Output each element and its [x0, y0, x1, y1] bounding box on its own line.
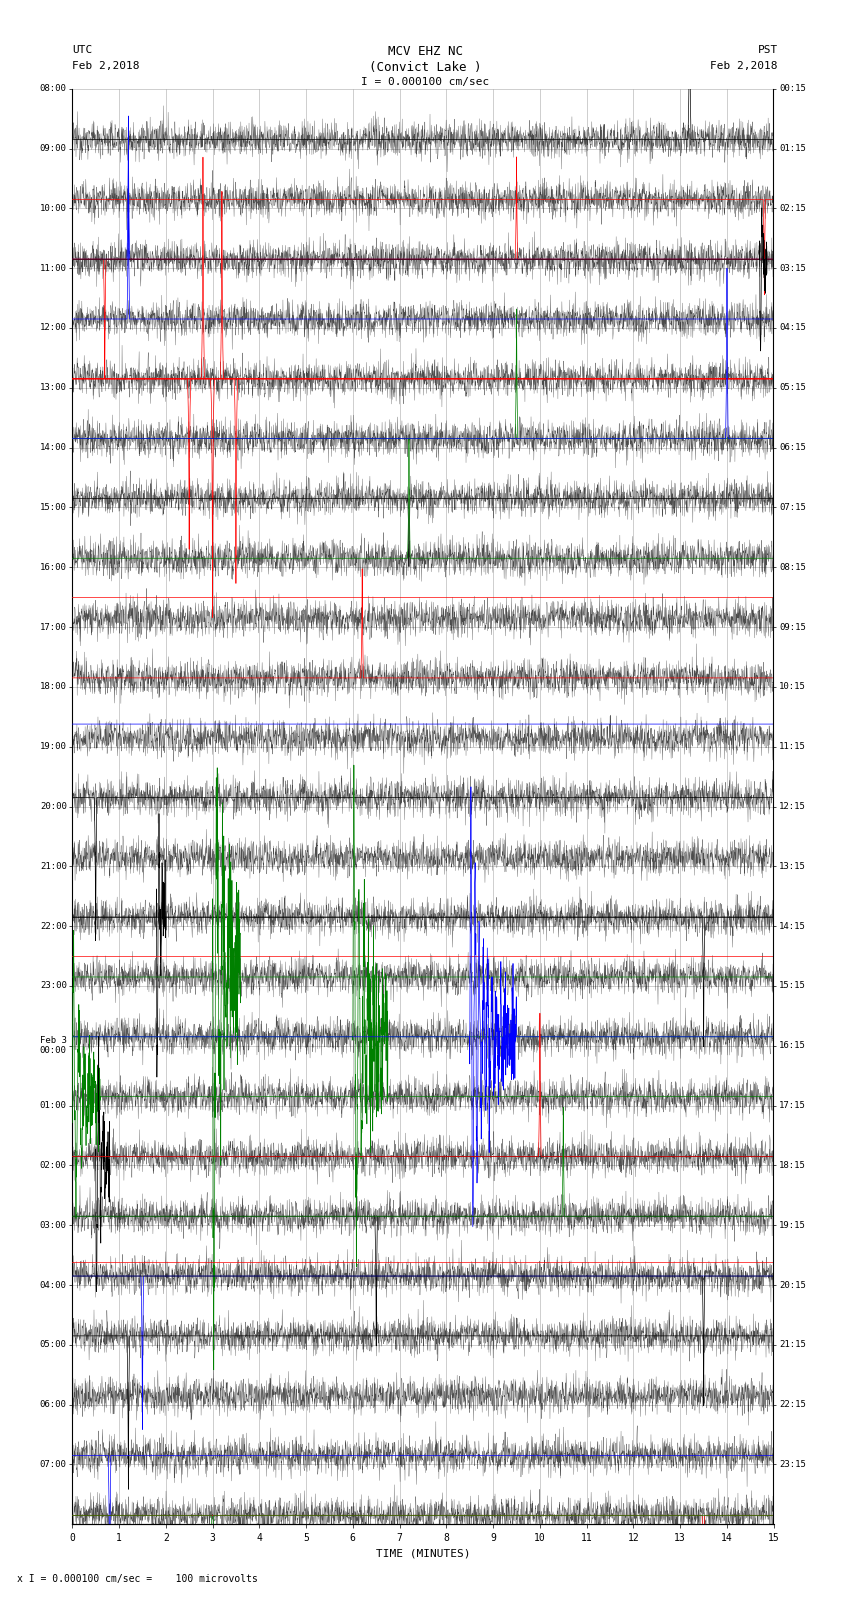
Text: PST: PST — [757, 45, 778, 55]
Text: MCV EHZ NC: MCV EHZ NC — [388, 45, 462, 58]
Text: Feb 2,2018: Feb 2,2018 — [711, 61, 778, 71]
Text: (Convict Lake ): (Convict Lake ) — [369, 61, 481, 74]
X-axis label: TIME (MINUTES): TIME (MINUTES) — [376, 1548, 470, 1558]
Text: UTC: UTC — [72, 45, 93, 55]
Text: x I = 0.000100 cm/sec =    100 microvolts: x I = 0.000100 cm/sec = 100 microvolts — [17, 1574, 258, 1584]
Text: Feb 2,2018: Feb 2,2018 — [72, 61, 139, 71]
Text: I = 0.000100 cm/sec: I = 0.000100 cm/sec — [361, 77, 489, 87]
